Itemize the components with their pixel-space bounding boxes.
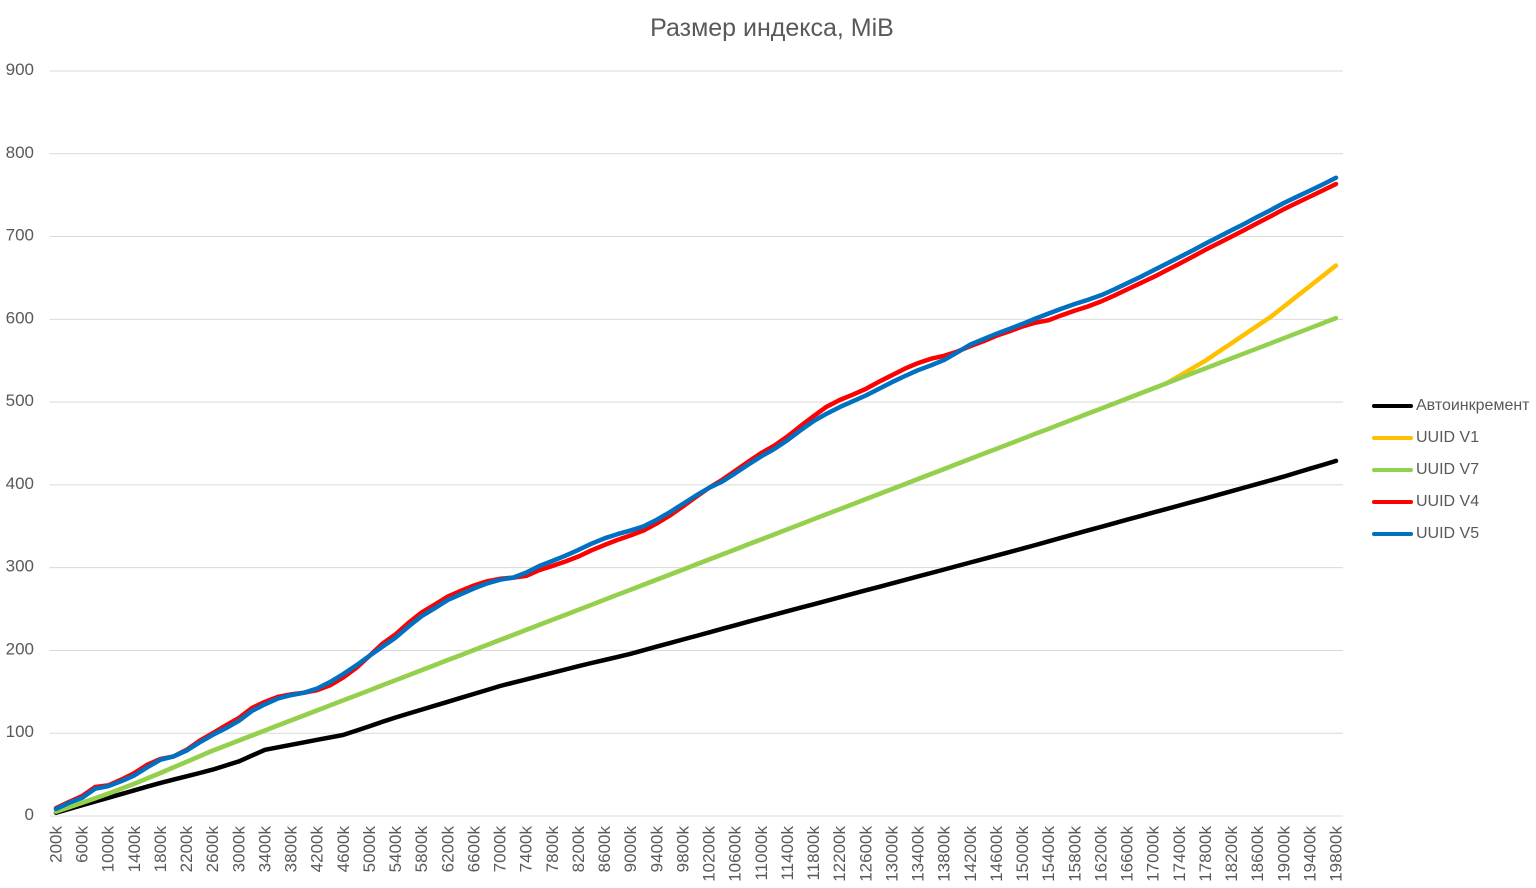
x-tick-label-12600k: 12600k bbox=[856, 826, 875, 882]
legend-swatch-uuid-v1 bbox=[1372, 436, 1413, 440]
x-tick-label-3400k: 3400k bbox=[255, 826, 274, 873]
x-tick-label-19000k: 19000k bbox=[1274, 826, 1293, 882]
x-tick-label-1000k: 1000k bbox=[99, 826, 118, 873]
legend-label-uuid-v5: UUID V5 bbox=[1416, 525, 1480, 542]
x-tick-label-8600k: 8600k bbox=[595, 826, 614, 873]
legend-swatch-uuid-v7 bbox=[1372, 468, 1413, 472]
x-tick-label-18200k: 18200k bbox=[1222, 826, 1241, 882]
legend-item-uuid-v4: UUID V4 bbox=[1372, 494, 1479, 510]
x-tick-label-17800k: 17800k bbox=[1196, 826, 1215, 882]
y-tick-label-500: 500 bbox=[6, 391, 34, 410]
y-tick-label-600: 600 bbox=[6, 308, 34, 327]
x-tick-label-16600k: 16600k bbox=[1118, 826, 1137, 882]
y-tick-label-100: 100 bbox=[6, 722, 34, 741]
x-tick-label-6200k: 6200k bbox=[438, 826, 457, 873]
x-tick-label-8200k: 8200k bbox=[569, 826, 588, 873]
x-tick-label-11800k: 11800k bbox=[804, 826, 823, 881]
x-tick-label-19400k: 19400k bbox=[1300, 826, 1319, 882]
x-tick-label-15400k: 15400k bbox=[1039, 826, 1058, 882]
x-tick-label-11000k: 11000k bbox=[752, 826, 771, 881]
y-tick-label-700: 700 bbox=[6, 226, 34, 245]
x-tick-label-1800k: 1800k bbox=[151, 826, 170, 873]
chart-title: Размер индекса, MiB bbox=[650, 14, 894, 42]
legend-label-autoincrement: Автоинкремент bbox=[1416, 397, 1530, 414]
x-tick-label-5800k: 5800k bbox=[412, 826, 431, 873]
x-tick-label-13000k: 13000k bbox=[882, 826, 901, 882]
legend-label-uuid-v1: UUID V1 bbox=[1416, 429, 1480, 446]
x-tick-label-9400k: 9400k bbox=[647, 826, 666, 873]
legend-item-autoincrement: Автоинкремент bbox=[1372, 398, 1530, 414]
x-tick-label-13400k: 13400k bbox=[909, 826, 928, 882]
x-tick-label-4200k: 4200k bbox=[308, 826, 327, 873]
x-tick-label-17000k: 17000k bbox=[1144, 826, 1163, 882]
x-tick-label-200k: 200k bbox=[47, 826, 66, 863]
legend-swatch-uuid-v5 bbox=[1372, 532, 1413, 536]
y-tick-label-0: 0 bbox=[25, 805, 34, 824]
x-tick-label-2200k: 2200k bbox=[177, 826, 196, 873]
legend-item-uuid-v1: UUID V1 bbox=[1372, 430, 1479, 446]
x-tick-label-17400k: 17400k bbox=[1170, 826, 1189, 882]
legend-swatch-uuid-v4 bbox=[1372, 500, 1413, 504]
legend-swatch-autoincrement bbox=[1372, 404, 1413, 408]
y-tick-label-800: 800 bbox=[6, 143, 34, 162]
series-lines bbox=[53, 175, 1339, 815]
x-tick-label-4600k: 4600k bbox=[334, 826, 353, 873]
x-tick-label-18600k: 18600k bbox=[1248, 826, 1267, 882]
x-tick-label-14600k: 14600k bbox=[987, 826, 1006, 882]
x-axis-labels: 200k 600k 1000k 1400k 1800k 2200k 2600k 3000k 34… bbox=[47, 826, 1346, 882]
x-tick-label-1400k: 1400k bbox=[125, 826, 144, 873]
y-tick-label-400: 400 bbox=[6, 474, 34, 493]
x-tick-label-7000k: 7000k bbox=[491, 826, 510, 873]
x-tick-label-13800k: 13800k bbox=[935, 826, 954, 882]
x-tick-label-14200k: 14200k bbox=[961, 826, 980, 882]
x-tick-label-15000k: 15000k bbox=[1013, 826, 1032, 882]
legend-label-uuid-v4: UUID V4 bbox=[1416, 493, 1480, 510]
series-line-uuid-v5 bbox=[53, 175, 1339, 812]
x-tick-label-9000k: 9000k bbox=[621, 826, 640, 873]
legend-label-uuid-v7: UUID V7 bbox=[1416, 461, 1480, 478]
x-tick-label-3000k: 3000k bbox=[229, 826, 248, 873]
gridlines bbox=[49, 70, 1343, 817]
x-tick-label-19800k: 19800k bbox=[1327, 826, 1346, 882]
legend-item-uuid-v7: UUID V7 bbox=[1372, 462, 1479, 478]
x-tick-label-600k: 600k bbox=[73, 826, 92, 863]
series-line-автоинкремент bbox=[53, 458, 1339, 815]
x-tick-label-12200k: 12200k bbox=[830, 826, 849, 882]
y-tick-label-300: 300 bbox=[6, 557, 34, 576]
y-tick-label-900: 900 bbox=[6, 60, 34, 79]
x-tick-label-10600k: 10600k bbox=[726, 826, 745, 882]
x-tick-label-6600k: 6600k bbox=[464, 826, 483, 873]
x-tick-label-16200k: 16200k bbox=[1091, 826, 1110, 882]
legend-item-uuid-v5: UUID V5 bbox=[1372, 526, 1479, 542]
series-line-uuid-v1 bbox=[53, 263, 1339, 814]
y-tick-label-200: 200 bbox=[6, 639, 34, 658]
series-line-uuid-v7 bbox=[53, 315, 1339, 814]
y-axis-labels: 0 100 200 300 400 500 600 700 800 900 bbox=[6, 60, 34, 824]
x-tick-label-2600k: 2600k bbox=[203, 826, 222, 873]
x-tick-label-9800k: 9800k bbox=[673, 826, 692, 873]
x-tick-label-5000k: 5000k bbox=[360, 826, 379, 873]
x-tick-label-3800k: 3800k bbox=[282, 826, 301, 873]
x-tick-label-10200k: 10200k bbox=[700, 826, 719, 882]
x-tick-label-11400k: 11400k bbox=[778, 826, 797, 881]
x-tick-label-5400k: 5400k bbox=[386, 826, 405, 873]
x-tick-label-7800k: 7800k bbox=[543, 826, 562, 873]
x-tick-label-7400k: 7400k bbox=[517, 826, 536, 873]
x-tick-label-15800k: 15800k bbox=[1065, 826, 1084, 882]
